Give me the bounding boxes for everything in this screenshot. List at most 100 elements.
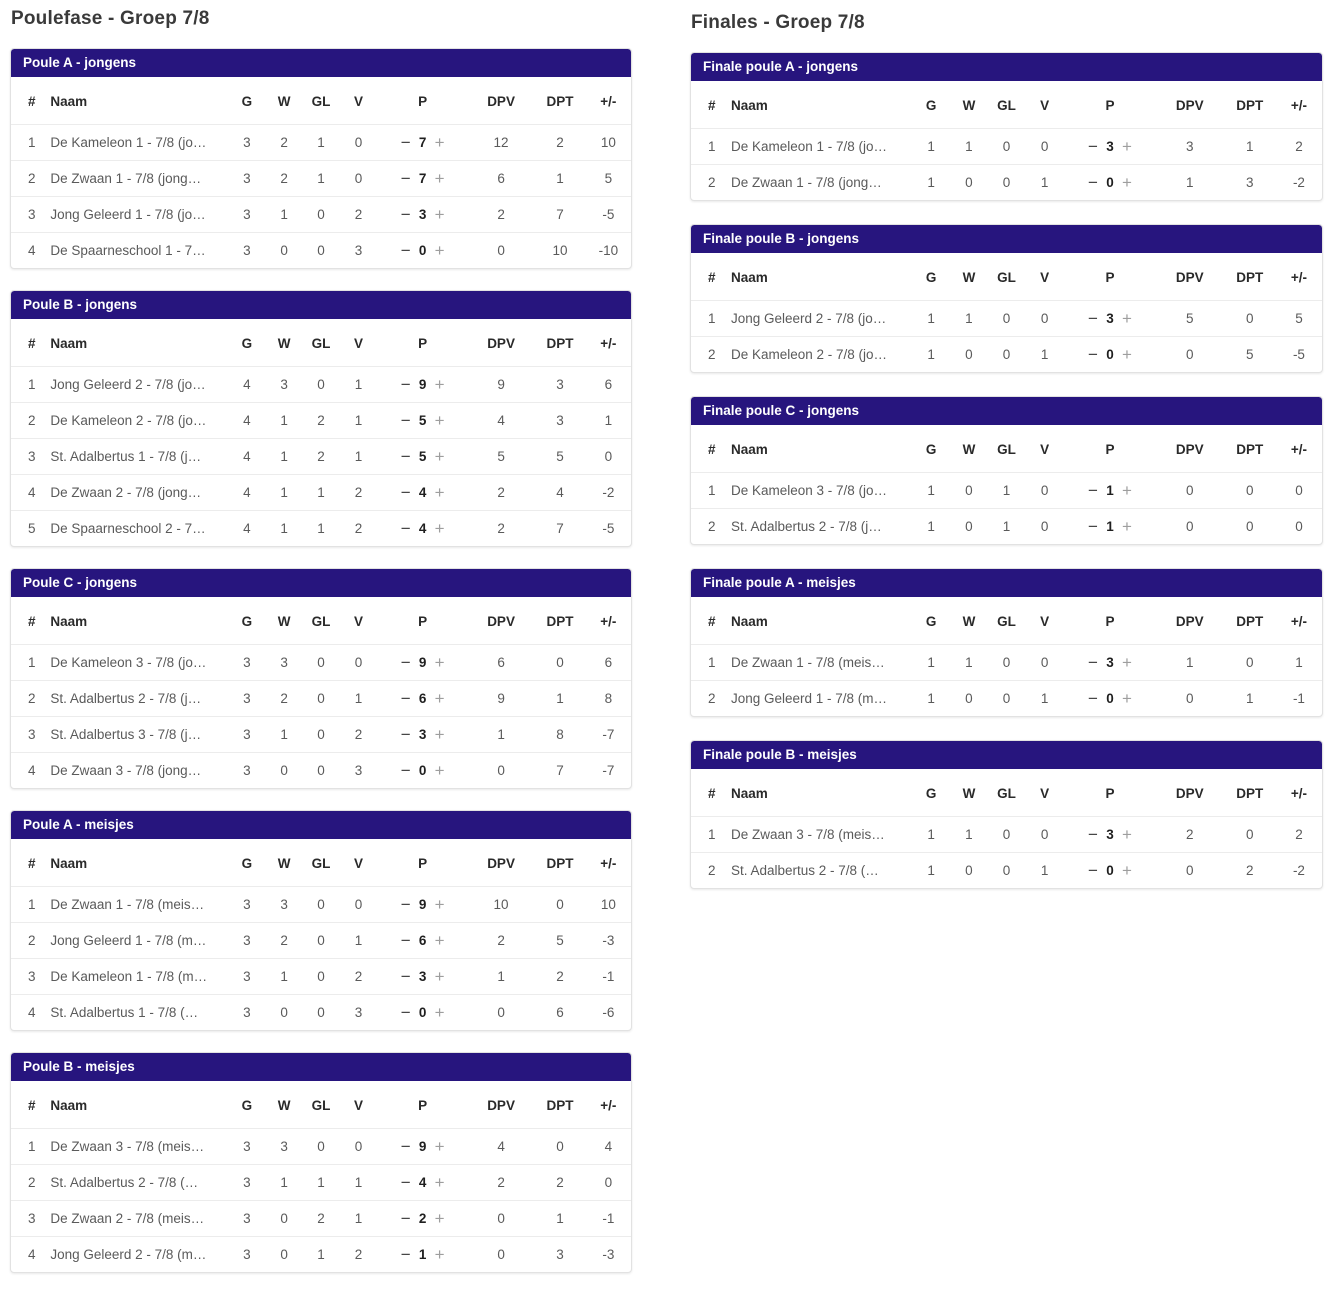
decrease-points-button[interactable]: − xyxy=(394,1004,418,1021)
wins-cell: 1 xyxy=(950,300,988,337)
draws-cell: 0 xyxy=(987,128,1026,165)
points-cell: −4 + xyxy=(377,474,468,511)
increase-points-button[interactable]: + xyxy=(428,896,452,913)
increase-points-button[interactable]: + xyxy=(428,1210,452,1227)
decrease-points-button[interactable]: − xyxy=(394,134,418,151)
decrease-points-button[interactable]: − xyxy=(394,726,418,743)
decrease-points-button[interactable]: − xyxy=(394,654,418,671)
column-header-v: V xyxy=(1040,614,1050,629)
wins-cell: 0 xyxy=(950,472,988,509)
increase-points-button[interactable]: + xyxy=(428,412,452,429)
points-stepper: −6 + xyxy=(394,690,452,707)
column-header-gl: GL xyxy=(997,270,1016,285)
decrease-points-button[interactable]: − xyxy=(1081,654,1105,671)
increase-points-button[interactable]: + xyxy=(428,932,452,949)
poule-table-card: Finale poule A - meisjes # Naam G W GL V P DPV DP… xyxy=(690,568,1323,717)
column-header-w: W xyxy=(962,614,976,629)
decrease-points-button[interactable]: − xyxy=(394,896,418,913)
decrease-points-button[interactable]: − xyxy=(394,968,418,985)
increase-points-button[interactable]: + xyxy=(428,968,452,985)
increase-points-button[interactable]: + xyxy=(1115,654,1139,671)
increase-points-button[interactable]: + xyxy=(1115,518,1139,535)
increase-points-button[interactable]: + xyxy=(1115,862,1139,879)
column-header-row: # Naam G W GL V P DPV DPT +/- xyxy=(11,1081,631,1129)
column-header-g: G xyxy=(925,614,937,629)
decrease-points-button[interactable]: − xyxy=(394,448,418,465)
poule-title: Poule C - jongens xyxy=(23,575,138,590)
points-stepper: −4 + xyxy=(394,484,452,501)
increase-points-button[interactable]: + xyxy=(428,206,452,223)
points-value: 1 xyxy=(1106,483,1114,498)
increase-points-button[interactable]: + xyxy=(428,376,452,393)
points-against-cell: 7 xyxy=(534,752,586,788)
increase-points-button[interactable]: + xyxy=(1115,138,1139,155)
goal-difference-cell: 6 xyxy=(585,644,631,681)
increase-points-button[interactable]: + xyxy=(428,170,452,187)
increase-points-button[interactable]: + xyxy=(428,726,452,743)
games-played-cell: 1 xyxy=(911,336,951,372)
points-against-cell: 7 xyxy=(534,510,586,546)
increase-points-button[interactable]: + xyxy=(428,242,452,259)
decrease-points-button[interactable]: − xyxy=(1081,174,1105,191)
column-header-dpt: DPT xyxy=(1236,270,1264,285)
goal-difference-cell: -5 xyxy=(1275,336,1322,372)
decrease-points-button[interactable]: − xyxy=(1081,138,1105,155)
decrease-points-button[interactable]: − xyxy=(1081,518,1105,535)
increase-points-button[interactable]: + xyxy=(428,654,452,671)
rank-cell: 4 xyxy=(11,752,47,788)
increase-points-button[interactable]: + xyxy=(428,448,452,465)
decrease-points-button[interactable]: − xyxy=(394,762,418,779)
increase-points-button[interactable]: + xyxy=(1115,482,1139,499)
decrease-points-button[interactable]: − xyxy=(1081,862,1105,879)
increase-points-button[interactable]: + xyxy=(428,484,452,501)
team-name-cell: De Spaarneschool 2 - 7… xyxy=(46,510,228,546)
decrease-points-button[interactable]: − xyxy=(394,376,418,393)
losses-cell: 2 xyxy=(339,196,378,233)
increase-points-button[interactable]: + xyxy=(428,762,452,779)
points-value: 9 xyxy=(418,655,427,670)
decrease-points-button[interactable]: − xyxy=(1081,690,1105,707)
decrease-points-button[interactable]: − xyxy=(394,1246,418,1263)
rank-cell: 1 xyxy=(691,300,727,337)
increase-points-button[interactable]: + xyxy=(428,1246,452,1263)
decrease-points-button[interactable]: − xyxy=(394,242,418,259)
poule-title-bar: Poule A - meisjes xyxy=(11,811,631,839)
increase-points-button[interactable]: + xyxy=(1115,690,1139,707)
decrease-points-button[interactable]: − xyxy=(394,412,418,429)
decrease-points-button[interactable]: − xyxy=(394,690,418,707)
games-played-cell: 1 xyxy=(911,472,951,509)
team-name-cell: St. Adalbertus 2 - 7/8 (j… xyxy=(46,680,228,717)
increase-points-button[interactable]: + xyxy=(1115,826,1139,843)
column-header-dpt: DPT xyxy=(546,856,574,871)
increase-points-button[interactable]: + xyxy=(428,1004,452,1021)
increase-points-button[interactable]: + xyxy=(428,690,452,707)
increase-points-button[interactable]: + xyxy=(428,520,452,537)
table-row: 1 De Kameleon 1 - 7/8 (jo… 3 2 1 0−7 +12 2 10 xyxy=(11,124,631,161)
rank-cell: 2 xyxy=(691,164,727,200)
wins-cell: 3 xyxy=(265,886,303,923)
increase-points-button[interactable]: + xyxy=(1115,174,1139,191)
decrease-points-button[interactable]: − xyxy=(394,932,418,949)
team-name-cell: De Zwaan 1 - 7/8 (meis… xyxy=(46,886,228,923)
increase-points-button[interactable]: + xyxy=(428,1138,452,1155)
column-header-row: # Naam G W GL V P DPV DPT +/- xyxy=(691,597,1322,645)
increase-points-button[interactable]: + xyxy=(1115,310,1139,327)
rank-cell: 1 xyxy=(11,1128,47,1165)
draws-cell: 1 xyxy=(987,472,1026,509)
draws-cell: 1 xyxy=(302,1236,340,1272)
increase-points-button[interactable]: + xyxy=(428,134,452,151)
decrease-points-button[interactable]: − xyxy=(394,484,418,501)
decrease-points-button[interactable]: − xyxy=(394,1174,418,1191)
decrease-points-button[interactable]: − xyxy=(394,206,418,223)
decrease-points-button[interactable]: − xyxy=(1081,482,1105,499)
decrease-points-button[interactable]: − xyxy=(394,1138,418,1155)
decrease-points-button[interactable]: − xyxy=(1081,346,1105,363)
decrease-points-button[interactable]: − xyxy=(1081,310,1105,327)
increase-points-button[interactable]: + xyxy=(1115,346,1139,363)
points-for-cell: 1 xyxy=(1156,164,1224,200)
decrease-points-button[interactable]: − xyxy=(394,520,418,537)
decrease-points-button[interactable]: − xyxy=(394,170,418,187)
decrease-points-button[interactable]: − xyxy=(1081,826,1105,843)
increase-points-button[interactable]: + xyxy=(428,1174,452,1191)
decrease-points-button[interactable]: − xyxy=(394,1210,418,1227)
